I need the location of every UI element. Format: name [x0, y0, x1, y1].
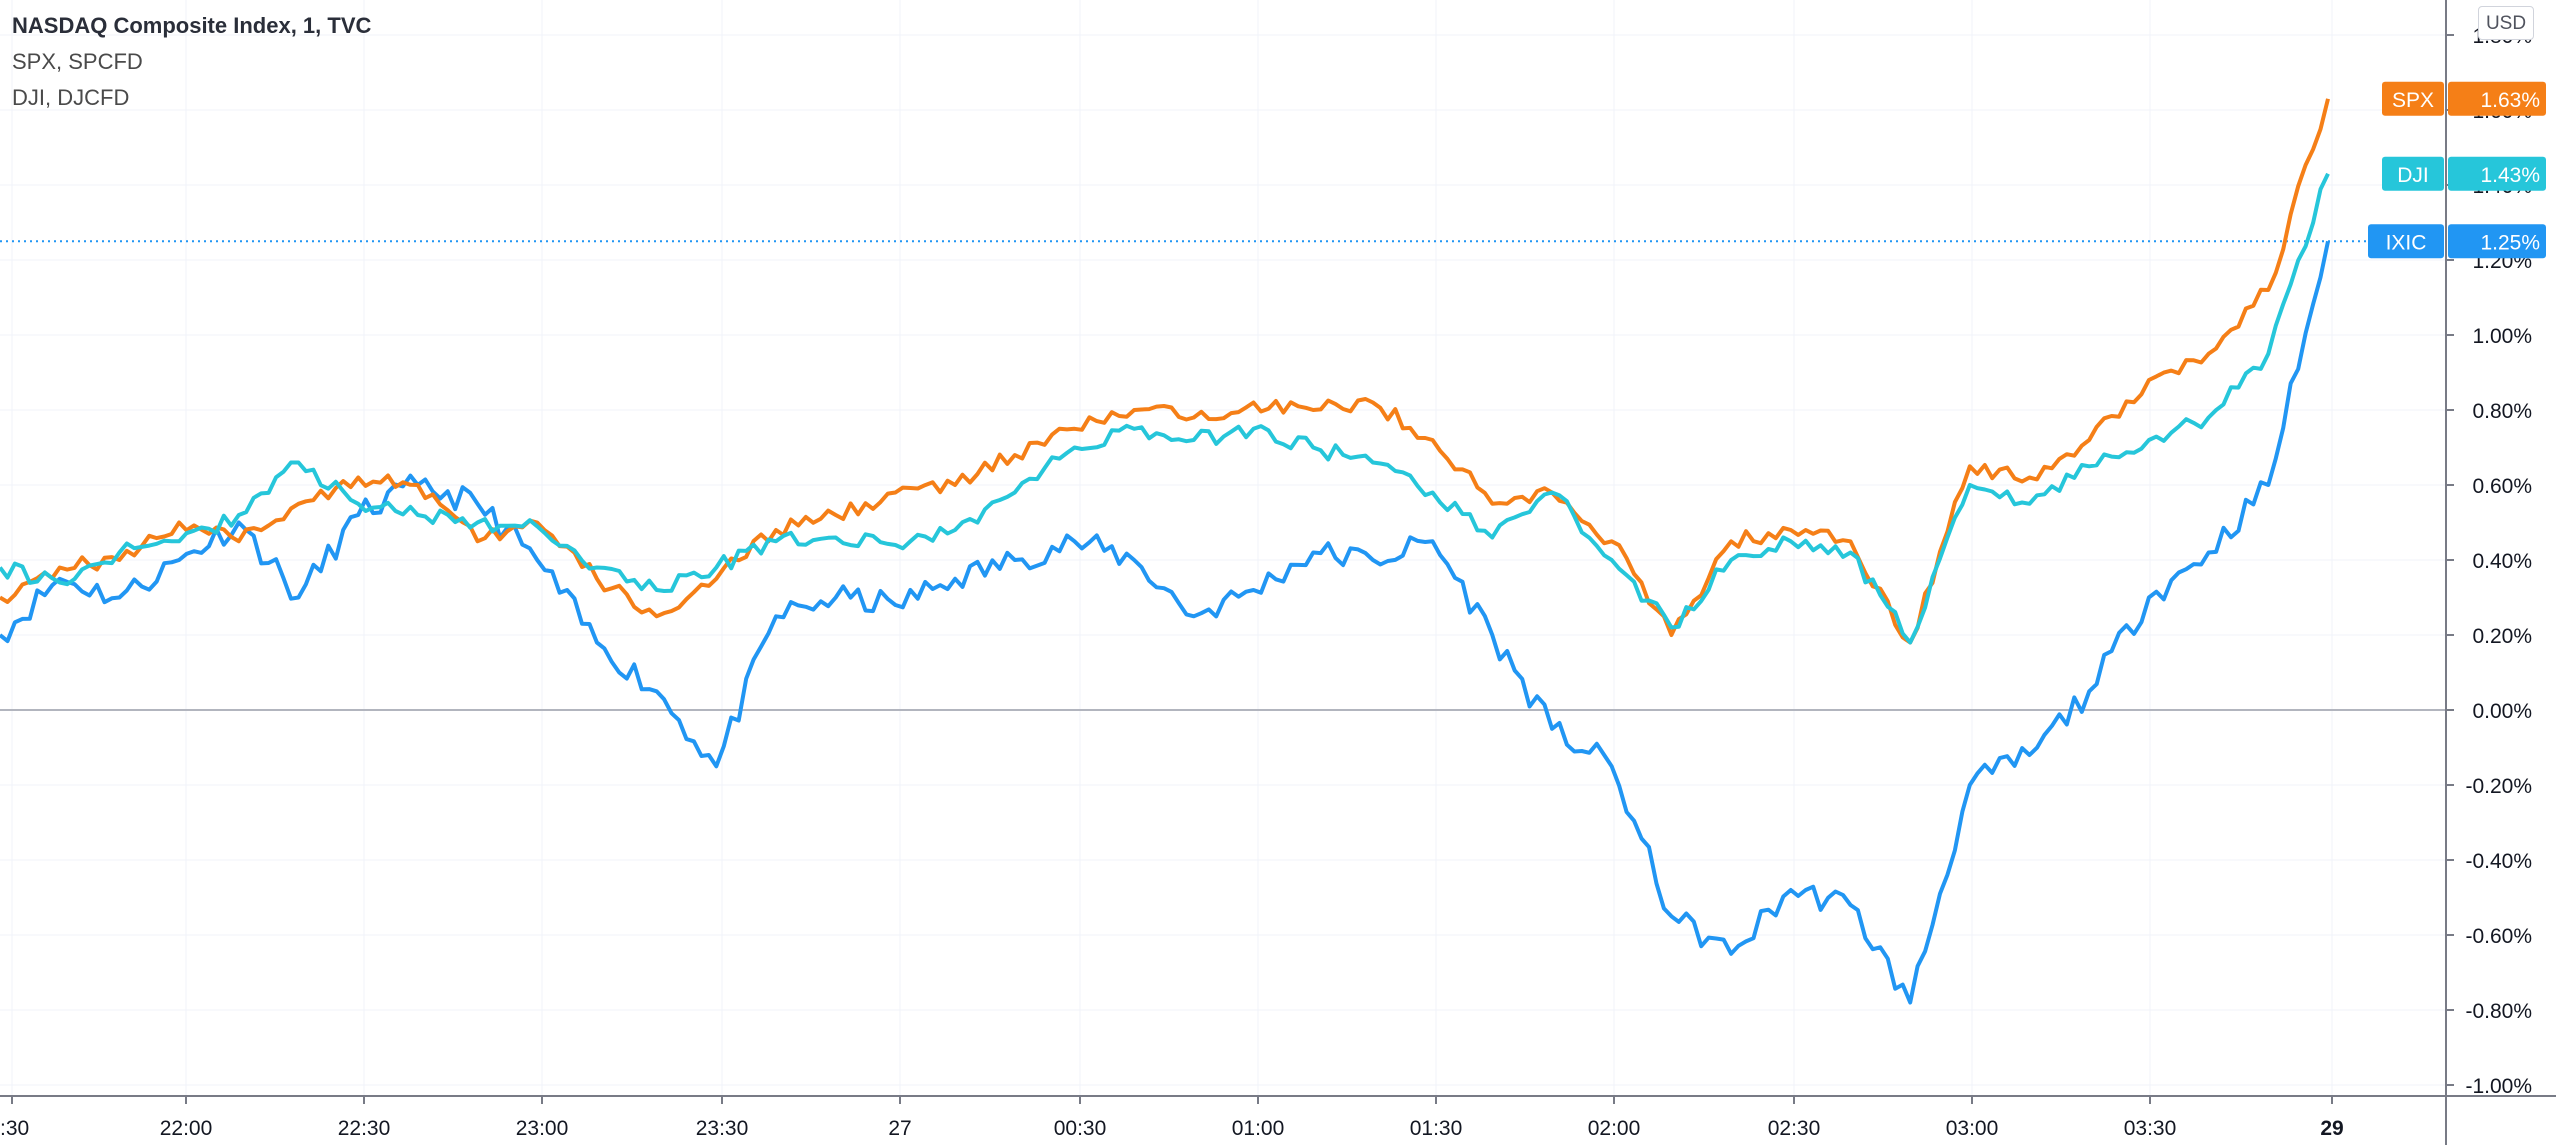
time-axis-labels: :30 22:00 22:30 23:00 23:30 27 00:30 01:00 01:30… — [0, 1096, 2344, 1140]
badge-label-text: DJI — [2397, 164, 2429, 187]
y-tick-label: -0.60% — [2465, 925, 2532, 948]
badge-label-text: SPX — [2392, 89, 2434, 112]
badge-value-bg — [2448, 156, 2546, 191]
y-tick-label: 0.80% — [2472, 400, 2532, 423]
legend-main-symbol[interactable]: NASDAQ Composite Index, 1, TVC — [12, 13, 372, 38]
currency-button[interactable]: USD — [2478, 6, 2534, 40]
badge-value-bg — [2448, 224, 2546, 259]
x-tick-label: 02:00 — [1588, 1117, 1641, 1140]
x-tick-label: 27 — [888, 1117, 911, 1140]
x-tick-label: 03:30 — [2124, 1117, 2177, 1140]
y-tick-label: 0.40% — [2472, 550, 2532, 573]
y-tick-label: 0.20% — [2472, 625, 2532, 648]
chart-legend: NASDAQ Composite Index, 1, TVC SPX, SPCF… — [12, 8, 371, 116]
grid-lines — [0, 0, 2446, 1096]
y-tick-label: 1.00% — [2472, 325, 2532, 348]
price-axis-background[interactable] — [2446, 0, 2556, 1145]
x-tick-label: :30 — [0, 1117, 29, 1140]
y-tick-label: -1.00% — [2465, 1075, 2532, 1098]
badge-label-bg — [2382, 81, 2444, 116]
x-tick-label: 01:00 — [1232, 1117, 1285, 1140]
x-tick-label: 01:30 — [1410, 1117, 1463, 1140]
series-line-spx — [0, 98, 2330, 645]
x-tick-label: 03:00 — [1946, 1117, 1999, 1140]
x-tick-label: 29 — [2320, 1117, 2343, 1140]
x-tick-label: 23:30 — [696, 1117, 749, 1140]
price-badge-spx: SPX 1.63% — [2382, 81, 2546, 116]
y-tick-label: 0.00% — [2472, 700, 2532, 723]
series-layer — [0, 98, 2330, 1005]
badge-label-bg — [2368, 224, 2444, 259]
y-tick-label: 0.60% — [2472, 475, 2532, 498]
price-badge-dji: DJI 1.43% — [2382, 156, 2546, 191]
legend-compare-spx[interactable]: SPX, SPCFD — [12, 49, 143, 74]
legend-compare-dji[interactable]: DJI, DJCFD — [12, 85, 130, 110]
badge-label-text: IXIC — [2386, 231, 2427, 254]
series-line-dji — [0, 172, 2330, 645]
x-tick-label: 00:30 — [1054, 1117, 1107, 1140]
x-tick-label: 22:30 — [338, 1117, 391, 1140]
price-badges: SPX 1.63% DJI 1.43% IXIC 1.25% — [2368, 81, 2546, 259]
series-line-ixic — [0, 240, 2330, 1005]
badge-value-bg — [2448, 81, 2546, 116]
badge-value-text: 1.25% — [2480, 231, 2540, 254]
x-tick-label: 02:30 — [1768, 1117, 1821, 1140]
x-tick-label: 23:00 — [516, 1117, 569, 1140]
badge-value-text: 1.63% — [2480, 89, 2540, 112]
badge-label-bg — [2382, 156, 2444, 191]
y-tick-label: -0.20% — [2465, 775, 2532, 798]
badge-value-text: 1.43% — [2480, 164, 2540, 187]
y-tick-label: -0.80% — [2465, 1000, 2532, 1023]
price-badge-ixic: IXIC 1.25% — [2368, 224, 2546, 259]
x-tick-label: 22:00 — [160, 1117, 213, 1140]
y-tick-label: -0.40% — [2465, 850, 2532, 873]
